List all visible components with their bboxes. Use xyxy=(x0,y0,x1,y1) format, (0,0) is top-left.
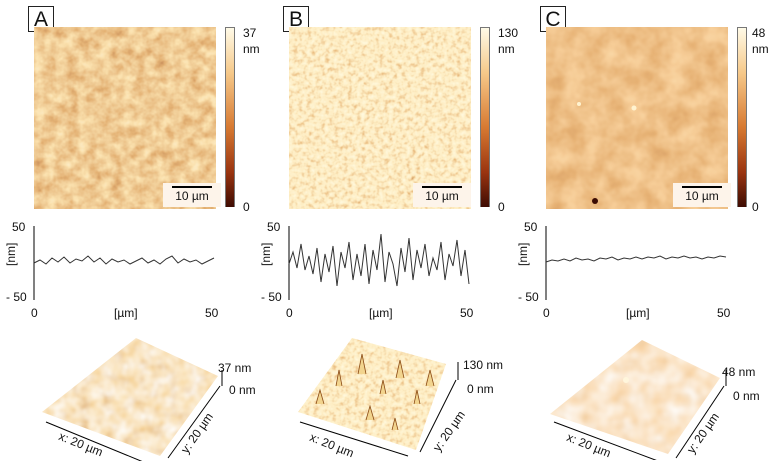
view3d-zmin-b: 0 nm xyxy=(467,382,494,396)
colorbar-max-a: 37 xyxy=(243,26,257,40)
panel-label-c: C xyxy=(540,6,566,32)
view3d-zmin-a: 0 nm xyxy=(229,383,256,397)
scale-bar-b: 10 µm xyxy=(413,183,471,207)
profile-ymin-a: - 50 xyxy=(6,290,27,304)
colorbar-max-c: 48 xyxy=(752,26,766,40)
colorbar-unit-b: nm xyxy=(498,42,515,56)
view3d-zmax-a: 37 nm xyxy=(218,361,252,375)
afm-height-map-c xyxy=(546,27,728,209)
colorbar-b xyxy=(480,27,490,207)
profile-ymax-c: 50 xyxy=(524,220,538,234)
view3d-zmax-b: 130 nm xyxy=(463,358,504,372)
profile-xlabel-b: [µm] xyxy=(369,306,393,320)
colorbar-c xyxy=(737,27,747,207)
view3d-zmax-c: 48 nm xyxy=(722,365,756,379)
profile-xmax-a: 50 xyxy=(205,306,219,320)
scale-bar-label-b: 10 µm xyxy=(425,189,459,203)
afm-3d-view-a xyxy=(42,338,223,461)
colorbar-min-b: 0 xyxy=(498,200,505,214)
colorbar-max-b: 130 xyxy=(498,26,519,40)
profile-xmax-c: 50 xyxy=(717,306,731,320)
height-profile-a xyxy=(33,226,215,300)
profile-xlabel-a: [µm] xyxy=(114,306,138,320)
profile-ylabel-a: [nm] xyxy=(4,242,18,266)
profile-ymax-a: 50 xyxy=(12,220,26,234)
profile-ylabel-c: [nm] xyxy=(516,242,530,266)
height-profile-b xyxy=(288,226,470,300)
profile-xmin-b: 0 xyxy=(286,306,293,320)
profile-xmin-a: 0 xyxy=(31,306,38,320)
afm-height-map-a xyxy=(34,27,216,209)
profile-xmin-c: 0 xyxy=(543,306,550,320)
colorbar-unit-c: nm xyxy=(752,42,769,56)
scale-bar-label-c: 10 µm xyxy=(685,189,719,203)
profile-ymax-b: 50 xyxy=(267,220,281,234)
afm-3d-view-c xyxy=(550,340,727,460)
colorbar-unit-a: nm xyxy=(243,42,260,56)
height-profile-c xyxy=(545,226,727,300)
afm-3d-view-b xyxy=(298,338,459,457)
view3d-zmin-c: 0 nm xyxy=(733,389,760,403)
colorbar-min-c: 0 xyxy=(752,200,759,214)
profile-xmax-b: 50 xyxy=(460,306,474,320)
profile-ymin-b: - 50 xyxy=(261,290,282,304)
scale-bar-c: 10 µm xyxy=(673,183,731,207)
scale-bar-a: 10 µm xyxy=(163,183,221,207)
profile-xlabel-c: [µm] xyxy=(626,306,650,320)
colorbar-a xyxy=(225,27,235,207)
afm-height-map-b xyxy=(289,27,471,209)
profile-ymin-c: - 50 xyxy=(518,290,539,304)
scale-bar-label-a: 10 µm xyxy=(175,189,209,203)
colorbar-min-a: 0 xyxy=(243,200,250,214)
profile-ylabel-b: [nm] xyxy=(259,242,273,266)
